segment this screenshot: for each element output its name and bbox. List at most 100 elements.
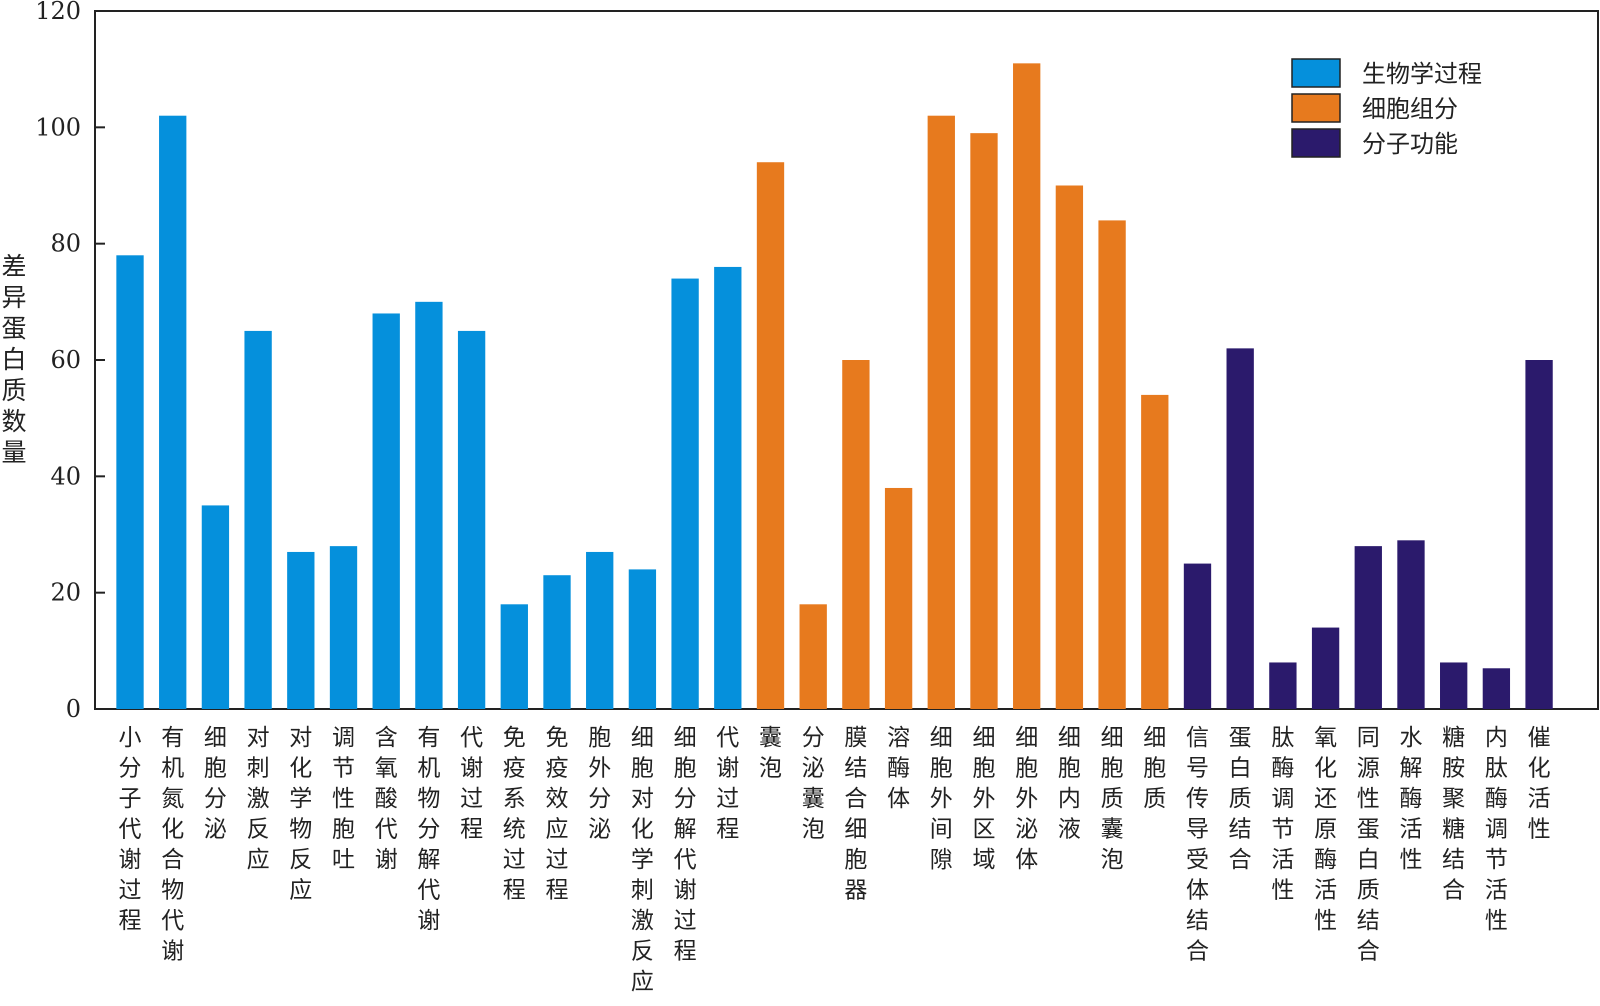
x-tick-char: 传: [1186, 786, 1209, 812]
bar: [244, 330, 272, 709]
bar: [1525, 360, 1553, 709]
legend-label: 细胞组分: [1362, 95, 1458, 123]
x-tick-char: 结: [1229, 817, 1252, 843]
x-tick-char: 对: [247, 725, 270, 751]
x-tick-char: 应: [247, 847, 270, 873]
x-tick-char: 受: [1186, 847, 1209, 873]
x-tick-char: 代: [417, 878, 440, 904]
x-tick-char: 化: [1314, 756, 1337, 782]
x-tick-char: 代: [375, 817, 398, 843]
bar: [500, 604, 528, 709]
bar: [1482, 668, 1511, 709]
legend-item: 分子功能: [1291, 128, 1458, 158]
x-tick-char: 合: [161, 847, 184, 873]
bar: [970, 133, 998, 709]
x-tick-char: 胞: [674, 756, 697, 782]
x-tick-label: 囊泡: [759, 725, 782, 782]
x-tick-char: 细: [844, 817, 867, 843]
x-tick-char: 物: [161, 878, 184, 904]
x-tick-char: 分: [674, 786, 697, 812]
x-tick-char: 质: [1143, 786, 1166, 812]
x-tick-char: 活: [1314, 878, 1337, 904]
x-tick-char: 胞: [332, 817, 355, 843]
x-tick-char: 子: [119, 786, 142, 812]
x-tick-char: 统: [503, 817, 526, 843]
x-tick-char: 域: [972, 847, 995, 873]
bar: [1055, 185, 1084, 709]
x-tick-char: 聚: [1442, 786, 1465, 812]
x-tick-char: 同: [1357, 725, 1380, 751]
x-tick-char: 反: [247, 817, 270, 843]
bar: [842, 360, 870, 709]
y-tick-label: 0: [66, 695, 81, 723]
x-tick-char: 机: [417, 756, 440, 782]
y-tick-label: 60: [50, 346, 81, 374]
y-axis-title-char: 数: [1, 407, 26, 436]
x-tick-char: 程: [546, 878, 569, 904]
x-tick-char: 质: [1101, 786, 1124, 812]
x-tick-char: 泡: [1101, 847, 1124, 873]
x-tick-char: 细: [204, 725, 227, 751]
x-tick-char: 程: [460, 817, 483, 843]
x-tick-char: 物: [289, 817, 312, 843]
x-tick-char: 含: [375, 725, 398, 751]
x-tick-char: 糖: [1442, 817, 1465, 843]
x-tick-char: 性: [1314, 908, 1337, 934]
x-tick-char: 蛋: [1229, 725, 1252, 751]
x-tick-char: 器: [844, 878, 867, 904]
x-tick-char: 外: [1015, 786, 1038, 812]
x-tick-char: 代: [716, 725, 739, 751]
bar: [1440, 662, 1468, 709]
x-tick-char: 催: [1528, 725, 1551, 751]
x-tick-char: 谢: [119, 847, 142, 873]
x-tick-char: 刺: [631, 878, 654, 904]
x-tick-char: 泌: [802, 756, 825, 782]
bar: [415, 301, 443, 709]
x-tick-char: 泌: [1015, 817, 1038, 843]
x-tick-char: 谢: [417, 908, 440, 934]
x-tick-char: 糖: [1442, 725, 1465, 751]
x-tick-char: 代: [119, 817, 142, 843]
x-tick-char: 程: [716, 817, 739, 843]
x-tick-char: 过: [119, 878, 142, 904]
x-tick-char: 性: [1357, 786, 1380, 812]
bar: [714, 266, 742, 709]
y-tick-label: 100: [35, 113, 81, 141]
legend-item: 生物学过程: [1291, 58, 1482, 88]
x-tick-char: 内: [1485, 725, 1508, 751]
x-tick-char: 性: [332, 786, 355, 812]
x-tick-char: 反: [631, 939, 654, 965]
x-tick-char: 细: [631, 725, 654, 751]
x-tick-char: 结: [1442, 847, 1465, 873]
bar: [671, 278, 699, 709]
x-tick-char: 肽: [1485, 756, 1508, 782]
y-axis-title-char: 质: [1, 376, 26, 405]
x-tick-char: 疫: [546, 756, 569, 782]
x-tick-char: 酶: [1485, 786, 1508, 812]
x-tick-char: 酶: [887, 756, 910, 782]
x-tick-char: 调: [1271, 786, 1294, 812]
x-tick-char: 活: [1271, 847, 1294, 873]
x-tick-char: 导: [1186, 817, 1209, 843]
x-tick-char: 化: [289, 756, 312, 782]
x-tick-char: 学: [289, 786, 312, 812]
x-tick-char: 代: [460, 725, 483, 751]
x-tick-char: 胞: [631, 756, 654, 782]
bar: [1013, 63, 1041, 710]
x-tick-char: 溶: [887, 725, 910, 751]
